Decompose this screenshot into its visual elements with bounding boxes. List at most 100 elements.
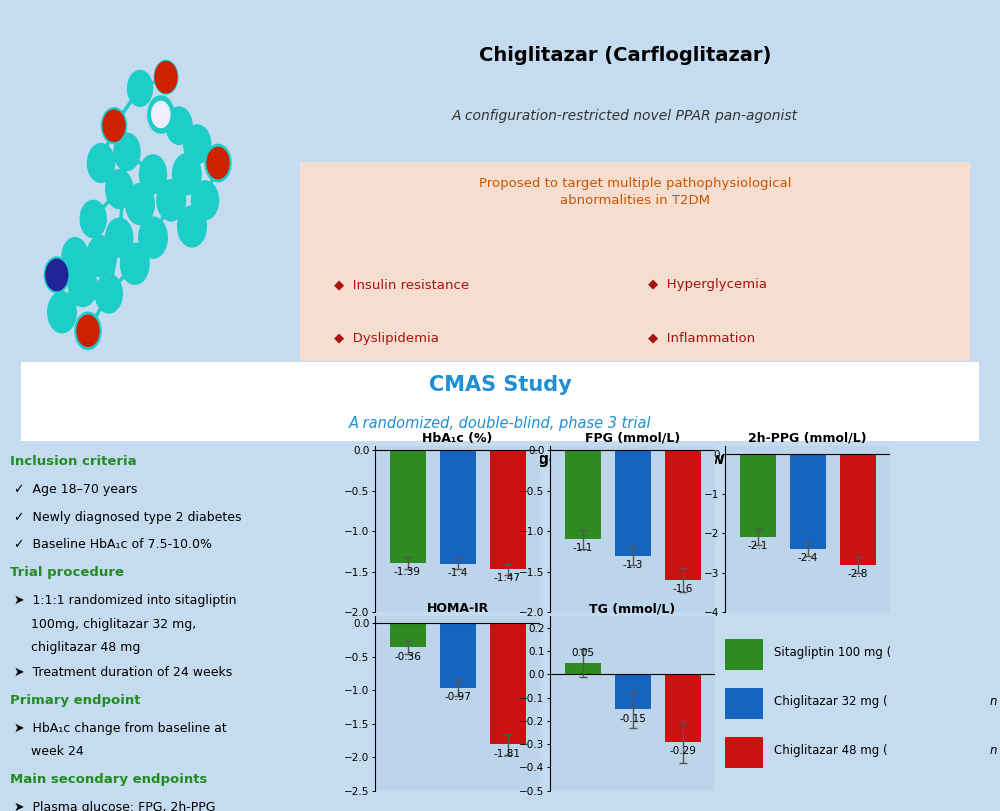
Text: -0.36: -0.36: [394, 651, 421, 662]
Text: ✓  Newly diagnosed type 2 diabetes: ✓ Newly diagnosed type 2 diabetes: [14, 511, 241, 524]
Text: ✓  Age 18–70 years: ✓ Age 18–70 years: [14, 483, 137, 496]
Text: A randomized, double-blind, phase 3 trial: A randomized, double-blind, phase 3 tria…: [349, 416, 651, 431]
Text: -2.4: -2.4: [797, 553, 818, 563]
Text: Sitagliptin 100 mg (: Sitagliptin 100 mg (: [774, 646, 891, 659]
Text: -2.1: -2.1: [747, 541, 768, 551]
Text: -1.3: -1.3: [622, 560, 643, 569]
Bar: [665, 675, 701, 742]
Title: HOMA-IR: HOMA-IR: [426, 603, 489, 616]
Circle shape: [154, 60, 178, 94]
Text: Chiglitazar (Carfloglitazar): Chiglitazar (Carfloglitazar): [479, 46, 771, 65]
Text: -1.81: -1.81: [494, 749, 521, 759]
Text: = 245): = 245): [996, 695, 1000, 708]
Bar: [564, 450, 600, 539]
Circle shape: [148, 96, 174, 133]
Circle shape: [103, 110, 125, 141]
Polygon shape: [435, 365, 565, 442]
Circle shape: [102, 108, 126, 144]
Bar: [564, 663, 600, 675]
Circle shape: [77, 315, 99, 346]
Circle shape: [178, 206, 206, 247]
Bar: [665, 450, 701, 580]
Circle shape: [62, 238, 88, 275]
Circle shape: [80, 200, 106, 238]
Text: 0.05: 0.05: [571, 649, 594, 659]
Bar: [490, 623, 526, 744]
Text: ➤  Treatment duration of 24 weeks: ➤ Treatment duration of 24 weeks: [14, 667, 232, 680]
Circle shape: [87, 236, 115, 277]
Bar: [490, 450, 526, 569]
Text: 100mg, chiglitazar 32 mg,: 100mg, chiglitazar 32 mg,: [31, 618, 197, 631]
Circle shape: [139, 155, 167, 194]
Bar: [725, 736, 763, 768]
Text: A configuration-restricted novel PPAR pan-agonist: A configuration-restricted novel PPAR pa…: [452, 109, 798, 123]
Text: n: n: [989, 695, 997, 708]
Bar: [614, 675, 650, 710]
Text: Change from baseline at week 24: Change from baseline at week 24: [495, 452, 783, 466]
Text: ✓  Baseline HbA₁c of 7.5-10.0%: ✓ Baseline HbA₁c of 7.5-10.0%: [14, 539, 212, 551]
Bar: [740, 454, 776, 537]
Circle shape: [184, 125, 211, 164]
Bar: [614, 450, 650, 556]
Title: FPG (mmol/L): FPG (mmol/L): [585, 432, 680, 445]
Circle shape: [166, 107, 192, 144]
Circle shape: [172, 154, 201, 195]
Circle shape: [128, 71, 152, 106]
FancyBboxPatch shape: [287, 158, 983, 373]
Text: ➤  1:1:1 randomized into sitagliptin: ➤ 1:1:1 randomized into sitagliptin: [14, 594, 236, 607]
Circle shape: [46, 260, 68, 290]
Text: -1.47: -1.47: [494, 573, 521, 583]
Text: -1.4: -1.4: [447, 568, 468, 577]
Text: -0.29: -0.29: [669, 746, 696, 757]
Circle shape: [121, 243, 149, 284]
Text: -0.15: -0.15: [619, 714, 646, 723]
Text: Proposed to target multiple pathophysiological
abnormalities in T2DM: Proposed to target multiple pathophysiol…: [479, 177, 791, 207]
Bar: [390, 450, 426, 563]
Title: HbA₁c (%): HbA₁c (%): [422, 432, 493, 445]
Title: 2h-PPG (mmol/L): 2h-PPG (mmol/L): [748, 432, 867, 445]
Bar: [390, 623, 426, 647]
Circle shape: [205, 144, 231, 182]
Circle shape: [155, 62, 177, 93]
Circle shape: [48, 292, 76, 333]
Text: = 246): = 246): [996, 744, 1000, 757]
Text: Primary endpoint: Primary endpoint: [10, 694, 140, 707]
Bar: [725, 688, 763, 719]
Text: Chiglitazar 48 mg (: Chiglitazar 48 mg (: [774, 744, 888, 757]
Text: ➤  HbA₁c change from baseline at: ➤ HbA₁c change from baseline at: [14, 722, 226, 735]
Text: ◆  Dyslipidemia: ◆ Dyslipidemia: [334, 332, 438, 345]
Circle shape: [114, 133, 140, 170]
Circle shape: [87, 144, 115, 182]
Bar: [440, 450, 476, 564]
Text: ◆  Insulin resistance: ◆ Insulin resistance: [334, 278, 469, 291]
Circle shape: [106, 169, 133, 208]
Circle shape: [95, 274, 122, 313]
Circle shape: [75, 312, 101, 350]
Bar: [790, 454, 826, 549]
Text: ◆  Inflammation: ◆ Inflammation: [648, 332, 756, 345]
Text: Trial procedure: Trial procedure: [10, 566, 124, 579]
Text: -1.39: -1.39: [394, 567, 421, 577]
Bar: [725, 639, 763, 671]
Text: -1.1: -1.1: [572, 543, 593, 553]
Circle shape: [126, 183, 154, 225]
Bar: [840, 454, 876, 564]
Circle shape: [157, 180, 186, 221]
Text: n: n: [989, 744, 997, 757]
Text: -0.97: -0.97: [444, 693, 471, 702]
Text: chiglitazar 48 mg: chiglitazar 48 mg: [31, 642, 141, 654]
Circle shape: [152, 101, 170, 127]
Text: week 24: week 24: [31, 745, 84, 758]
Text: ➤  Plasma glucose: FPG, 2h-PPG: ➤ Plasma glucose: FPG, 2h-PPG: [14, 801, 215, 811]
Text: -1.6: -1.6: [672, 584, 693, 594]
Circle shape: [106, 218, 133, 257]
Text: Inclusion criteria: Inclusion criteria: [10, 455, 137, 468]
Text: -2.8: -2.8: [847, 569, 868, 579]
Circle shape: [44, 257, 69, 293]
Text: ◆  Hyperglycemia: ◆ Hyperglycemia: [648, 278, 767, 291]
Bar: [440, 623, 476, 688]
Text: CMAS Study: CMAS Study: [429, 375, 571, 396]
Circle shape: [191, 181, 219, 220]
Text: Main secondary endpoints: Main secondary endpoints: [10, 773, 207, 786]
Text: Chiglitazar 32 mg (: Chiglitazar 32 mg (: [774, 695, 888, 708]
